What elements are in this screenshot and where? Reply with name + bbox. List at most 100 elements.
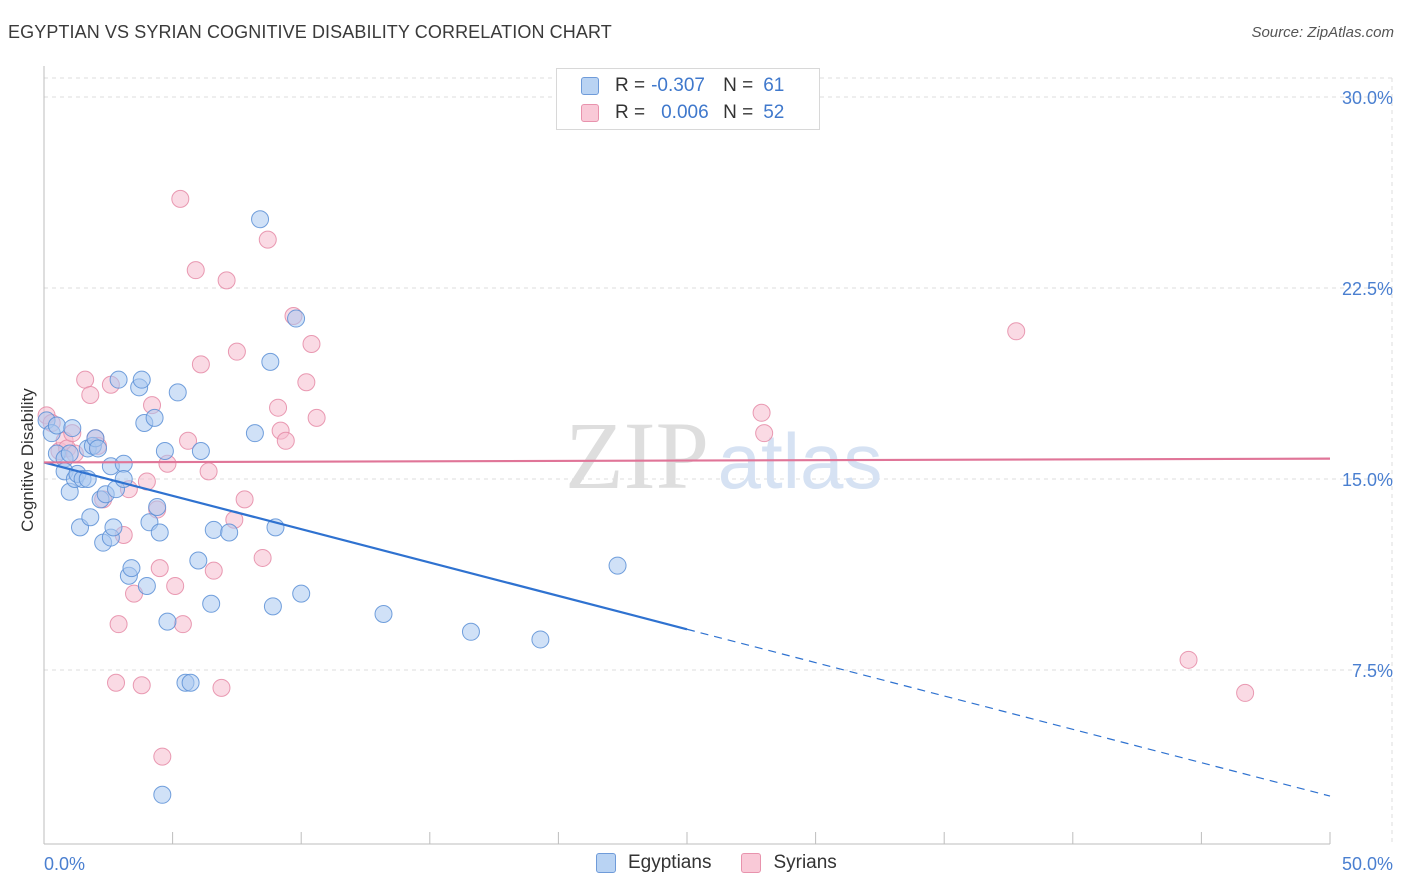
y-tick-labels: 7.5% 15.0% 22.5% 30.0% <box>1342 88 1393 681</box>
syrians-point <box>1236 683 1255 702</box>
egyptians-point <box>89 439 108 458</box>
y-tick-label: 7.5% <box>1352 661 1393 681</box>
syrians-point <box>204 561 223 580</box>
legend-n-label: N = <box>723 102 754 123</box>
syrians-point <box>1179 650 1198 669</box>
syrians-point <box>1007 322 1026 341</box>
legend-n-label: N = <box>723 75 754 96</box>
legend-n-value: 52 <box>763 102 785 123</box>
legend-r-value: -0.307 <box>651 75 705 96</box>
legend-r-label: R = <box>615 102 646 123</box>
egyptians-point <box>608 556 627 575</box>
egyptians-point <box>245 424 264 443</box>
stats-legend: R = -0.307 N = 61 R = 0.006 N = 52 <box>556 68 820 130</box>
egyptians-point <box>181 673 200 692</box>
egyptians-point <box>263 597 282 616</box>
egyptians-point <box>63 419 82 438</box>
legend-row-egyptians: R = -0.307 N = 61 <box>581 74 784 98</box>
syrians-point <box>109 615 128 634</box>
chart-source: Source: ZipAtlas.com <box>1251 24 1394 41</box>
egyptians-point <box>60 444 79 463</box>
syrians-point <box>173 615 192 634</box>
syrians-point <box>166 576 185 595</box>
syrians-point <box>186 261 205 280</box>
legend-item-egyptians[interactable]: Egyptians <box>596 852 711 874</box>
egyptians-point <box>202 594 221 613</box>
egyptians-point <box>145 408 164 427</box>
syrians-swatch <box>581 104 599 122</box>
legend-r-label: R = <box>615 75 646 96</box>
syrians-point <box>191 355 210 374</box>
egyptians-point <box>220 523 239 542</box>
syrians-point <box>253 548 272 567</box>
syrians-point <box>153 747 172 766</box>
egyptians-point <box>168 383 187 402</box>
legend-row-syrians: R = 0.006 N = 52 <box>581 101 784 125</box>
egyptians-point <box>189 551 208 570</box>
syrians-point <box>276 431 295 450</box>
syrians-point <box>179 431 198 450</box>
trend-lines <box>43 457 1331 797</box>
syrians-point <box>217 271 236 290</box>
syrians-point <box>258 230 277 249</box>
egyptians-point <box>287 309 306 328</box>
legend-n-value: 61 <box>763 75 785 96</box>
egyptians-trend-line <box>43 461 688 631</box>
syrians-point <box>171 189 190 208</box>
legend-item-syrians[interactable]: Syrians <box>741 852 837 874</box>
egyptians-point <box>137 576 156 595</box>
egyptians-point <box>374 604 393 623</box>
egyptians-point <box>261 352 280 371</box>
x-tick-label: 0.0% <box>44 854 85 874</box>
egyptians-point <box>132 370 151 389</box>
syrians-point <box>752 403 771 422</box>
syrians-point <box>150 559 169 578</box>
syrians-point <box>307 408 326 427</box>
x-tick-labels: 0.0% 50.0% <box>44 854 1393 874</box>
egyptians-point <box>292 584 311 603</box>
syrians-point <box>302 335 321 354</box>
egyptians-point <box>122 559 141 578</box>
syrians-point <box>235 490 254 509</box>
egyptians-point <box>251 210 270 229</box>
syrians-point <box>107 673 126 692</box>
axes <box>43 66 1331 845</box>
syrians-point <box>212 678 231 697</box>
egyptians-point <box>104 518 123 537</box>
egyptians-points <box>37 210 627 804</box>
egyptians-point <box>150 523 169 542</box>
egyptians-point <box>148 498 167 517</box>
syrians-point <box>76 370 95 389</box>
egyptians-point <box>153 785 172 804</box>
syrians-legend-label: Syrians <box>773 852 837 873</box>
syrians-trend-line <box>43 457 1331 464</box>
egyptians-point <box>109 370 128 389</box>
syrians-point <box>199 462 218 481</box>
chart-title: EGYPTIAN VS SYRIAN COGNITIVE DISABILITY … <box>8 22 612 42</box>
egyptians-swatch <box>581 77 599 95</box>
syrians-point <box>269 398 288 417</box>
egyptians-point <box>461 622 480 641</box>
syrians-point <box>81 385 100 404</box>
watermark: ZIP atlas <box>565 402 882 509</box>
egyptians-point <box>47 416 66 435</box>
egyptians-point <box>191 441 210 460</box>
egyptians-point <box>114 454 133 473</box>
x-tick-label: 50.0% <box>1342 854 1393 874</box>
syrians-legend-swatch <box>741 853 762 873</box>
egyptians-point <box>158 612 177 631</box>
y-tick-label: 15.0% <box>1342 470 1393 490</box>
y-tick-label: 22.5% <box>1342 279 1393 299</box>
egyptians-point <box>81 508 100 527</box>
syrians-point <box>755 424 774 443</box>
syrians-point <box>297 373 316 392</box>
syrians-point <box>227 342 246 361</box>
egyptians-legend-label: Egyptians <box>628 852 712 873</box>
egyptians-trend-extension <box>686 628 1331 797</box>
egyptians-legend-swatch <box>596 853 616 873</box>
egyptians-point <box>204 520 223 539</box>
syrians-point <box>132 676 151 695</box>
series-legend: Egyptians Syrians <box>596 852 867 874</box>
